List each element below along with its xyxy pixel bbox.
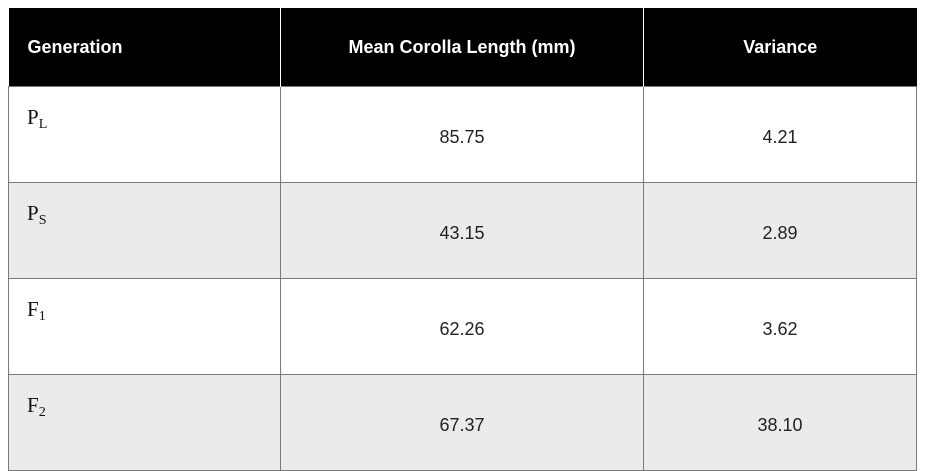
- generation-label: F: [27, 297, 39, 321]
- header-mean-corolla-length: Mean Corolla Length (mm): [280, 8, 644, 87]
- header-generation: Generation: [8, 8, 281, 87]
- table-row: PS 43.15 2.89: [8, 182, 917, 279]
- mean-cell: 67.37: [280, 374, 644, 471]
- generation-label: P: [27, 105, 39, 129]
- generation-subscript: L: [38, 117, 48, 132]
- generation-cell: F2: [8, 374, 281, 471]
- variance-cell: 4.21: [643, 86, 917, 183]
- generation-label: P: [27, 201, 39, 225]
- data-table-container: Generation Mean Corolla Length (mm) Vari…: [8, 8, 917, 471]
- generation-subscript: S: [38, 213, 47, 228]
- generation-cell: F1: [8, 278, 281, 375]
- table-row: F1 62.26 3.62: [8, 278, 917, 375]
- generation-cell: PL: [8, 86, 281, 183]
- generation-cell: PS: [8, 182, 281, 279]
- generation-subscript: 2: [38, 405, 46, 420]
- mean-cell: 43.15: [280, 182, 644, 279]
- corolla-length-table: Generation Mean Corolla Length (mm) Vari…: [8, 8, 917, 471]
- variance-cell: 3.62: [643, 278, 917, 375]
- generation-subscript: 1: [38, 309, 46, 324]
- header-variance: Variance: [643, 8, 917, 87]
- mean-cell: 85.75: [280, 86, 644, 183]
- variance-cell: 38.10: [643, 374, 917, 471]
- header-row: Generation Mean Corolla Length (mm) Vari…: [8, 8, 917, 87]
- mean-cell: 62.26: [280, 278, 644, 375]
- table-row: F2 67.37 38.10: [8, 374, 917, 471]
- table-row: PL 85.75 4.21: [8, 86, 917, 183]
- variance-cell: 2.89: [643, 182, 917, 279]
- generation-label: F: [27, 393, 39, 417]
